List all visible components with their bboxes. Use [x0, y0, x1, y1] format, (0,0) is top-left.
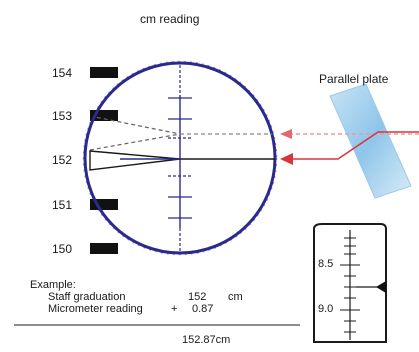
example-row1-unit: cm [228, 291, 243, 303]
example-row1-value: 152 [188, 291, 207, 303]
example-row2-label: Micrometer reading [48, 303, 143, 315]
dashed-wedge-bottom [89, 133, 181, 151]
example-heading: Example: [30, 279, 76, 291]
micrometer-label-9-0: 9.0 [318, 303, 334, 315]
dashed-wedge-top [89, 115, 181, 135]
reticle-circle [83, 61, 277, 255]
example-result: 152.87cm [182, 334, 231, 346]
staff-bar-151 [90, 199, 118, 210]
staff-bar-150 [90, 243, 118, 254]
example-row2-op: + [171, 303, 178, 315]
staff-number-154: 154 [52, 66, 73, 80]
plate-label: Parallel plate [319, 72, 389, 86]
example-row2-value: 0.87 [192, 303, 214, 315]
parallel-plate [329, 83, 412, 199]
staff-bar-153 [90, 110, 118, 121]
solid-wedge [89, 150, 181, 171]
staff-number-153: 153 [52, 109, 73, 123]
micrometer-index-arrow [376, 281, 386, 293]
diagram-title: cm reading [140, 12, 200, 26]
example-row1-label: Staff graduation [48, 291, 126, 303]
micrometer-window [313, 223, 387, 343]
light-rays [280, 129, 419, 165]
staff-bar-154 [90, 67, 118, 78]
staff-number-150: 150 [52, 242, 73, 256]
staff-number-151: 151 [52, 198, 73, 212]
staff-number-152: 152 [52, 153, 73, 167]
micrometer-label-8-5: 8.5 [318, 258, 334, 270]
